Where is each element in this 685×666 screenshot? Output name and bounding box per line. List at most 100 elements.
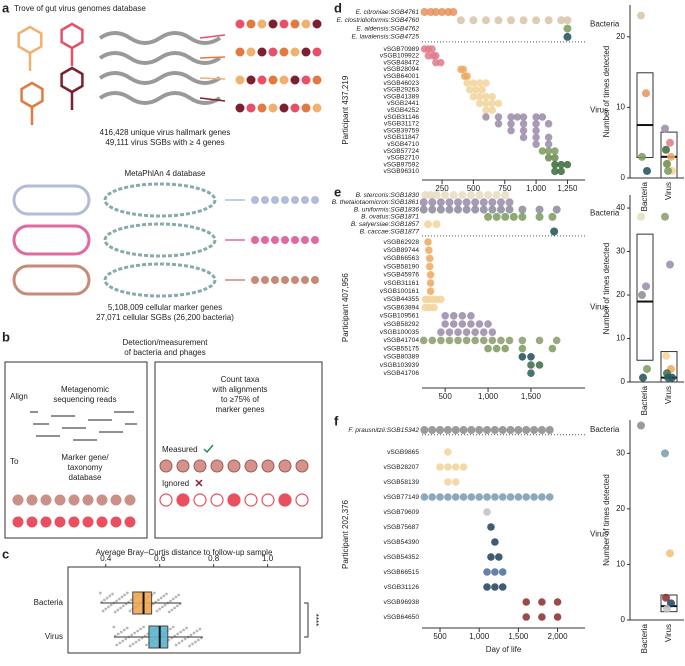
- detection-point: [454, 205, 463, 214]
- x-tick-label: 0.4: [100, 554, 112, 563]
- jitter-point: [142, 625, 145, 629]
- jitter-point: [118, 641, 122, 645]
- panel-letter: e: [334, 184, 341, 199]
- detection-point: [451, 463, 460, 471]
- jitter-point: [119, 630, 123, 634]
- stat: 27,071 cellular SGBs (26,200 bacteria): [96, 313, 234, 322]
- x-tick-label: Bacteria: [640, 623, 649, 653]
- arrow: [199, 56, 226, 59]
- detection-point: [445, 328, 454, 337]
- detection-point: [551, 147, 559, 155]
- row-label: vSGB55175: [383, 345, 419, 352]
- detection-point: [527, 369, 535, 378]
- detection-point: [471, 328, 479, 337]
- detection-point: [454, 336, 462, 345]
- gene: [312, 103, 322, 113]
- x-tick-label: Virus: [664, 386, 673, 404]
- detection-point: [484, 320, 492, 328]
- gene: [311, 196, 319, 204]
- detection-point: [420, 493, 429, 501]
- detection-point: [462, 198, 471, 207]
- detection-point: [519, 16, 528, 25]
- detection-point: [551, 154, 559, 162]
- detection-point: [483, 508, 491, 516]
- y-tick-label: Virus: [45, 632, 63, 641]
- row-label: E. clostridioformis:SGB4760: [337, 17, 420, 24]
- detection-point: [481, 16, 490, 25]
- detection-point: [426, 191, 435, 199]
- detection-point: [467, 493, 476, 501]
- jitter-point: [165, 592, 168, 596]
- row-label: vSGB58139: [383, 479, 419, 486]
- jitter-point: [163, 603, 167, 607]
- detection-point: [445, 198, 454, 207]
- y-tick-label: 20: [616, 290, 625, 299]
- row-label: vSGB75687: [383, 524, 419, 531]
- significance: ****: [311, 614, 320, 626]
- marker-gene: [278, 459, 292, 473]
- x-axis-label: Day of life: [486, 645, 522, 654]
- detection-point: [535, 205, 544, 214]
- jitter-point: [128, 609, 132, 613]
- detection-point: [436, 463, 444, 471]
- marker-gene: [210, 493, 224, 507]
- detection-point: [491, 568, 499, 576]
- detection-point: [449, 8, 458, 16]
- gene: [301, 47, 311, 57]
- detection-point: [505, 336, 514, 345]
- jitter-point: [136, 629, 140, 633]
- gene: [268, 103, 278, 113]
- detection-point: [482, 106, 490, 114]
- detection-point: [479, 336, 488, 345]
- detection-point: [530, 493, 538, 501]
- row-label: vSGB4252: [387, 107, 419, 114]
- detection-point: [532, 113, 540, 121]
- row-label: vSGB70989: [383, 46, 419, 53]
- detection-point: [483, 426, 492, 434]
- jitter-point: [168, 627, 172, 631]
- jitter-point: [115, 643, 119, 647]
- detection-point: [491, 493, 499, 501]
- marker-gene: [244, 493, 258, 507]
- detection-point: [454, 198, 463, 207]
- frame: [154, 361, 323, 539]
- row-label: vSGB97592: [383, 161, 419, 168]
- detection-point: [436, 426, 445, 434]
- gene: [235, 103, 245, 113]
- detection-point: [544, 154, 553, 162]
- count-point: [664, 166, 672, 175]
- detection-point: [506, 493, 515, 501]
- marker-gene: [278, 493, 292, 507]
- y-tick-label: 10: [616, 102, 625, 111]
- detection-point: [426, 271, 435, 279]
- label: Ignored: [162, 479, 189, 488]
- detection-point: [544, 140, 553, 148]
- label: taxonomy: [68, 463, 103, 472]
- x-tick-label: 2,000: [548, 632, 569, 641]
- marker-gene: [124, 494, 136, 506]
- detection-point: [467, 312, 475, 320]
- jitter-point: [116, 608, 120, 612]
- panel-title: Detection/measurement: [123, 338, 209, 347]
- jitter-point: [120, 595, 124, 599]
- gene: [251, 196, 259, 204]
- row-label: vSGB48472: [383, 59, 419, 66]
- detection-point: [466, 191, 475, 199]
- detection-point: [483, 583, 491, 591]
- jitter-point: [115, 599, 118, 603]
- jitter-point: [130, 633, 134, 637]
- jitter-point: [123, 593, 127, 597]
- gene: [279, 19, 289, 29]
- jitter-point: [105, 596, 109, 600]
- gene: [290, 19, 300, 29]
- jitter-point: [182, 628, 185, 632]
- jitter-point: [134, 640, 138, 644]
- y-tick-label: 0: [621, 615, 626, 624]
- marker-gene: [110, 516, 122, 528]
- detection-point: [551, 167, 559, 176]
- detection-point: [430, 303, 438, 312]
- gene: [301, 75, 311, 85]
- count-point: [662, 351, 670, 360]
- jitter-point: [112, 625, 116, 629]
